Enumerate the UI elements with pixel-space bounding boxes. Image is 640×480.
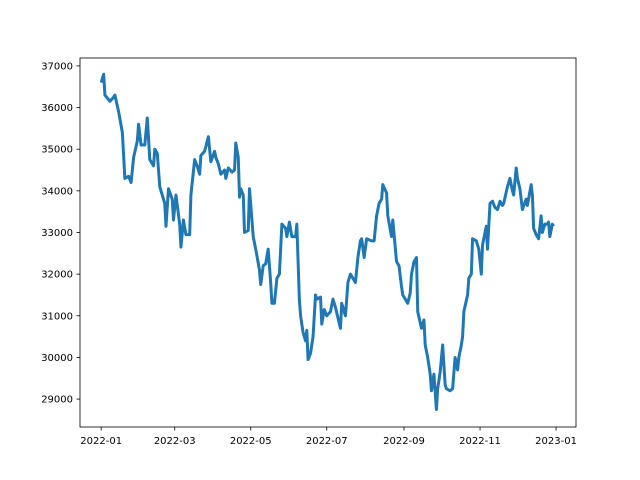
- y-tick-label: 34000: [41, 186, 73, 197]
- line: [99, 72, 555, 412]
- x-tick-label: 2022-05: [230, 436, 272, 447]
- x-tick-label: 2022-01: [80, 436, 122, 447]
- y-tick-label: 31000: [41, 311, 73, 322]
- x-tick-label: 2022-09: [383, 436, 425, 447]
- y-tick-label: 32000: [41, 270, 73, 281]
- x-tick-label: 2022-07: [306, 436, 348, 447]
- x-tick-label: 2022-11: [459, 436, 501, 447]
- y-tick-label: 37000: [41, 61, 73, 72]
- y-tick-label: 35000: [41, 145, 73, 156]
- y-tick-label: 36000: [41, 103, 73, 114]
- y-tick-label: 33000: [41, 228, 73, 239]
- axes-frame: [79, 57, 577, 428]
- x-tick-label: 2022-03: [154, 436, 196, 447]
- y-tick-label: 30000: [41, 353, 73, 364]
- y-tick-label: 29000: [41, 395, 73, 406]
- x-tick-label: 2023-01: [535, 436, 577, 447]
